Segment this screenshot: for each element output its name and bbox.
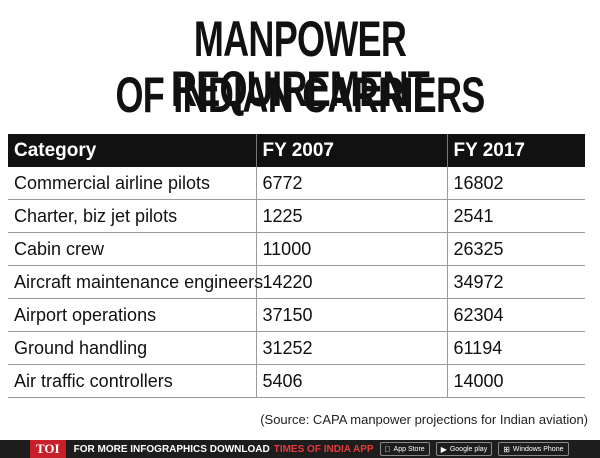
- store-label: App Store: [387, 445, 425, 453]
- category-cell: Cabin crew: [8, 232, 257, 266]
- manpower-table: Category FY 2007 FY 2017 Commercial airl…: [8, 134, 585, 398]
- google-play-badge[interactable]: ▶ Google play: [435, 442, 493, 456]
- category-cell: Charter, biz jet pilots: [8, 199, 257, 233]
- fy2007-cell: 14220: [256, 265, 448, 299]
- table-row: Cabin crew 11000 26325: [8, 232, 585, 266]
- fy2007-cell: 5406: [256, 364, 448, 398]
- fy2017-cell: 61194: [447, 331, 585, 365]
- fy2007-cell: 37150: [256, 298, 448, 332]
- apple-icon: : [385, 445, 391, 454]
- table-row: Charter, biz jet pilots 1225 2541: [8, 199, 585, 233]
- table-row: Commercial airline pilots 6772 16802: [8, 167, 585, 200]
- category-cell: Airport operations: [8, 298, 257, 332]
- app-store-badge[interactable]:  App Store: [379, 442, 430, 456]
- windows-phone-badge[interactable]: ⊞ Windows Phone: [497, 442, 569, 456]
- category-cell: Air traffic controllers: [8, 364, 257, 398]
- column-header: FY 2017: [447, 134, 585, 167]
- google-play-icon: ▶: [441, 445, 447, 454]
- fy2017-cell: 26325: [447, 232, 585, 266]
- column-header: FY 2007: [256, 134, 448, 167]
- fy2017-cell: 16802: [447, 167, 585, 200]
- table-row: Ground handling 31252 61194: [8, 331, 585, 365]
- promo-text: FOR MORE INFOGRAPHICS DOWNLOAD: [73, 443, 270, 455]
- fy2007-cell: 11000: [256, 232, 448, 266]
- footer-banner: TOI FOR MORE INFOGRAPHICS DOWNLOAD TIMES…: [0, 440, 600, 458]
- store-label: Google play: [443, 445, 487, 453]
- fy2017-cell: 14000: [447, 364, 585, 398]
- source-note: (Source: CAPA manpower projections for I…: [260, 412, 588, 427]
- windows-icon: ⊞: [497, 444, 510, 454]
- chart-title-line-2: OF INDIAN CARRIERS: [115, 67, 485, 123]
- brand-text: TIMES OF INDIA APP: [273, 443, 374, 455]
- table-row: Airport operations 37150 62304: [8, 298, 585, 332]
- toi-logo: TOI: [30, 440, 66, 458]
- fy2007-cell: 31252: [256, 331, 448, 365]
- category-cell: Aircraft maintenance engineers: [8, 265, 263, 299]
- fy2007-cell: 6772: [256, 167, 448, 200]
- chart-title-line-1: MANPOWER REQUIREMENT: [170, 11, 430, 117]
- store-label: Windows Phone: [506, 445, 564, 453]
- fy2017-cell: 34972: [447, 265, 585, 299]
- category-cell: Commercial airline pilots: [8, 167, 257, 200]
- fy2017-cell: 62304: [447, 298, 585, 332]
- category-cell: Ground handling: [8, 331, 257, 365]
- fy2007-cell: 1225: [256, 199, 448, 233]
- table-row: Air traffic controllers 5406 14000: [8, 364, 585, 398]
- table-header-row: Category FY 2007 FY 2017: [8, 134, 585, 167]
- fy2017-cell: 2541: [447, 199, 585, 233]
- column-header: Category: [8, 134, 257, 167]
- table-row: Aircraft maintenance engineers 14220 349…: [8, 265, 585, 299]
